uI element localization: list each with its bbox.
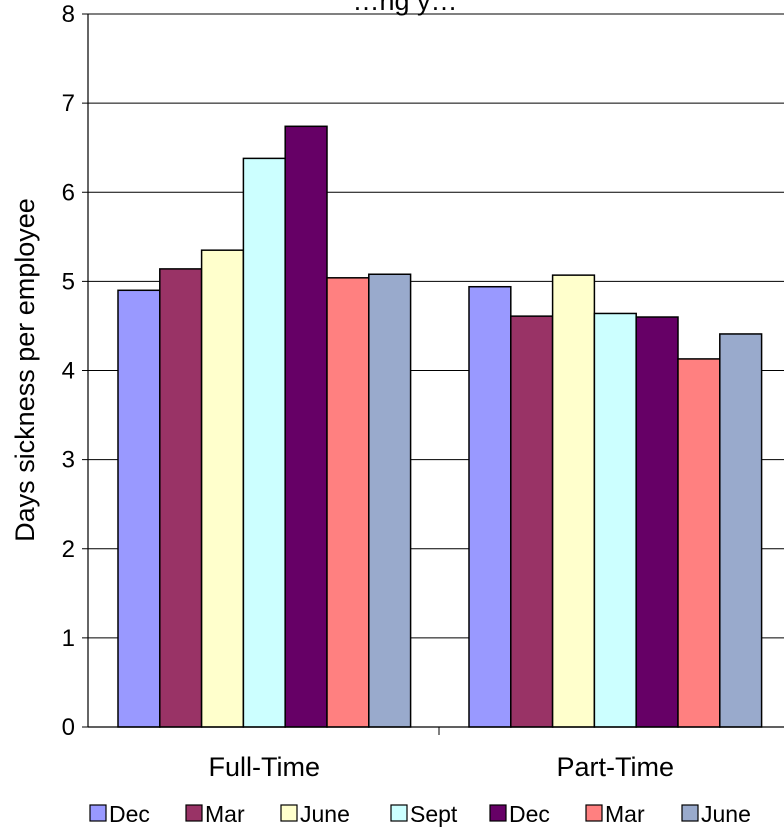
y-tick-label: 6 (62, 179, 75, 206)
bar-dec-part-time (468, 285, 512, 728)
legend-swatch (280, 804, 298, 822)
bar-dec-full-time (284, 125, 328, 728)
legend: Dec Mar June Sept Dec Mar June (89, 801, 751, 827)
y-tick-label: 7 (62, 90, 75, 117)
legend-label: June (701, 801, 751, 827)
bar-june-part-time (719, 333, 763, 728)
bar-sept-full-time (242, 157, 286, 728)
legend-label: Dec (109, 801, 150, 827)
legend-label: Mar (605, 801, 645, 827)
bar-mar-part-time (677, 358, 721, 728)
y-tick-label: 4 (62, 358, 75, 385)
legend-swatch (89, 804, 107, 822)
bar-june-full-time (368, 273, 412, 728)
legend-swatch (489, 804, 507, 822)
y-tick-label: 8 (62, 1, 75, 28)
bar-june-full-time (200, 249, 245, 728)
bar-mar-full-time (326, 277, 370, 728)
bar-mar-full-time (159, 268, 203, 728)
y-tick-labels: 0 1 2 3 4 5 6 7 8 (62, 1, 75, 741)
chart-title: …ng y… (352, 0, 457, 16)
legend-label: Dec (509, 801, 550, 827)
legend-swatch (681, 804, 699, 822)
y-tick-label: 5 (62, 268, 75, 295)
bars (117, 125, 763, 728)
bar-dec-full-time (117, 289, 161, 728)
bar-mar-part-time (510, 315, 554, 728)
legend-swatch (390, 804, 408, 822)
bar-june-part-time (551, 274, 596, 728)
axes (87, 14, 784, 735)
y-tick-label: 1 (62, 625, 75, 652)
y-tick-label: 3 (62, 447, 75, 474)
legend-label: Sept (410, 801, 458, 827)
legend-swatch (585, 804, 603, 822)
y-axis-title: Days sickness per employee (10, 198, 40, 542)
y-tick-label: 2 (62, 536, 75, 563)
bar-sept-part-time (593, 312, 637, 728)
x-category-label: Full-Time (209, 752, 321, 782)
x-category-label: Part-Time (557, 752, 675, 782)
bar-dec-part-time (635, 316, 679, 728)
x-category-labels: Full-Time Part-Time (209, 752, 675, 782)
legend-label: Mar (205, 801, 245, 827)
y-tick-label: 0 (62, 714, 75, 741)
legend-swatch (185, 804, 203, 822)
legend-label: June (300, 801, 350, 827)
